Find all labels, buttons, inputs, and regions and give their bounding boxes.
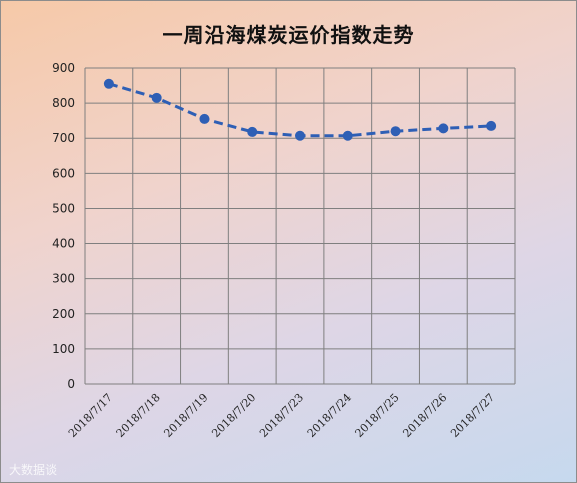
x-tick-label: 2018/7/17 [66,391,115,440]
x-tick-label: 2018/7/18 [114,391,163,440]
data-point [247,126,258,137]
data-point [199,113,210,124]
data-point [486,120,497,131]
x-tick-label: 2018/7/23 [257,391,306,440]
data-point [342,130,353,141]
x-tick-label: 2018/7/26 [400,391,449,440]
watermark-logo: 大数据谈 [9,463,58,477]
y-tick-label: 700 [52,131,75,145]
x-axis: 2018/7/172018/7/182018/7/192018/7/202018… [66,391,497,440]
y-tick-label: 0 [67,377,75,391]
series-line [108,82,492,138]
data-point [295,130,305,141]
x-tick-label: 2018/7/24 [305,391,354,440]
grid-lines [84,67,516,385]
x-tick-label: 2018/7/27 [448,391,497,440]
y-tick-label: 900 [52,61,75,75]
data-point [103,78,114,89]
y-tick-label: 100 [52,342,75,356]
y-tick-label: 800 [52,96,75,110]
data-point [390,126,401,137]
data-point [438,123,449,134]
y-tick-label: 300 [52,272,75,286]
series-layer [103,78,497,141]
data-point [151,92,162,103]
x-tick-label: 2018/7/19 [161,391,210,440]
x-tick-label: 2018/7/20 [209,391,258,440]
chart-title: 一周沿海煤炭运价指数走势 [162,23,415,47]
x-tick-label: 2018/7/25 [353,391,402,440]
y-tick-label: 400 [52,237,75,251]
y-axis: 0 100 200 300 400 500 600 700 800 900 [52,61,75,391]
y-tick-label: 600 [52,166,75,180]
y-tick-label: 200 [52,307,75,321]
y-tick-label: 500 [52,201,75,215]
